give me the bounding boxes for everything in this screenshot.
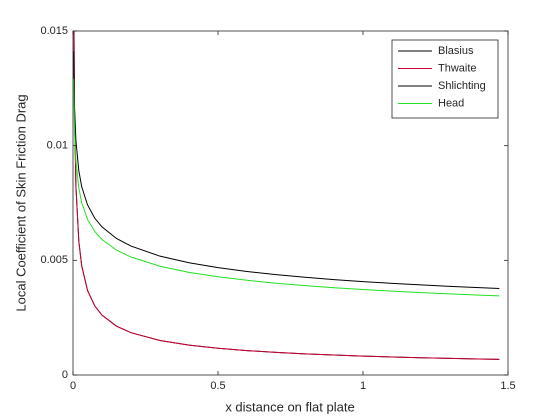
- y-tick-label: 0.005: [40, 254, 68, 266]
- axes-box: [72, 30, 509, 376]
- x-tick-label: 1: [360, 380, 366, 392]
- legend-label: Shlichting: [438, 80, 486, 92]
- legend-label: Head: [438, 97, 464, 109]
- legend-box: [391, 39, 499, 119]
- line-series: [73, 51, 500, 289]
- y-tick-label: 0.015: [40, 25, 68, 37]
- plot-area: [73, 31, 500, 360]
- y-axis-label: Local Coefficient of Skin Friction Drag: [13, 94, 28, 311]
- y-tick-label: 0.01: [47, 140, 68, 152]
- x-tick-label: 0.5: [210, 380, 225, 392]
- line-series: [73, 31, 500, 360]
- y-tick-label: 0: [62, 369, 68, 381]
- x-tick-label: 1.5: [500, 380, 515, 392]
- x-axis-label: x distance on flat plate: [225, 399, 354, 414]
- legend-label: Blasius: [438, 45, 474, 57]
- x-tick-label: 0: [70, 380, 76, 392]
- line-series: [73, 78, 500, 297]
- legend-label: Thwaite: [438, 62, 477, 74]
